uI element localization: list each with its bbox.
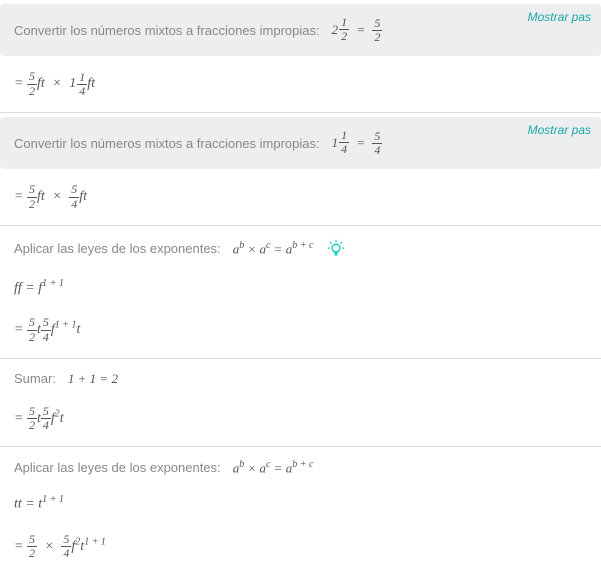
- divider: [0, 225, 601, 226]
- divider: [0, 446, 601, 447]
- result-line-2: = 52ft × 54ft: [0, 173, 601, 220]
- show-steps-link[interactable]: Mostrar pas: [528, 123, 591, 137]
- step-label: Sumar:: [14, 371, 56, 386]
- step-box-1: Mostrar pas Convertir los números mixtos…: [0, 4, 601, 56]
- step-label: Convertir los números mixtos a fraccione…: [14, 23, 320, 38]
- result-line-3: = 52t54f1 + 1t: [0, 306, 601, 353]
- step-box-3: Aplicar las leyes de los exponentes: ab …: [0, 230, 601, 268]
- step-rule: ab × ac = ab + c: [233, 240, 314, 257]
- step-math: 212 = 52: [332, 16, 383, 44]
- rule-apply-2: tt = t1 + 1: [0, 484, 601, 523]
- divider: [0, 358, 601, 359]
- step-box-2: Mostrar pas Convertir los números mixtos…: [0, 117, 601, 169]
- show-steps-link[interactable]: Mostrar pas: [528, 10, 591, 24]
- result-line-5: = 52 × 54f2t1 + 1: [0, 523, 601, 570]
- result-line-1: = 52ft × 114ft: [0, 60, 601, 108]
- rule-apply-1: ff = f1 + 1: [0, 268, 601, 307]
- divider: [0, 112, 601, 113]
- step-label: Convertir los números mixtos a fraccione…: [14, 136, 320, 151]
- result-line-4: = 52t54f2t: [0, 395, 601, 442]
- step-expr: 1 + 1 = 2: [68, 371, 118, 387]
- step-box-4: Sumar: 1 + 1 = 2: [0, 363, 601, 395]
- step-math: 114 = 54: [332, 129, 383, 157]
- step-rule: ab × ac = ab + c: [233, 459, 314, 476]
- step-label: Aplicar las leyes de los exponentes:: [14, 460, 221, 475]
- step-box-5: Aplicar las leyes de los exponentes: ab …: [0, 451, 601, 484]
- step-label: Aplicar las leyes de los exponentes:: [14, 241, 221, 256]
- hint-bulb-icon[interactable]: [325, 238, 347, 260]
